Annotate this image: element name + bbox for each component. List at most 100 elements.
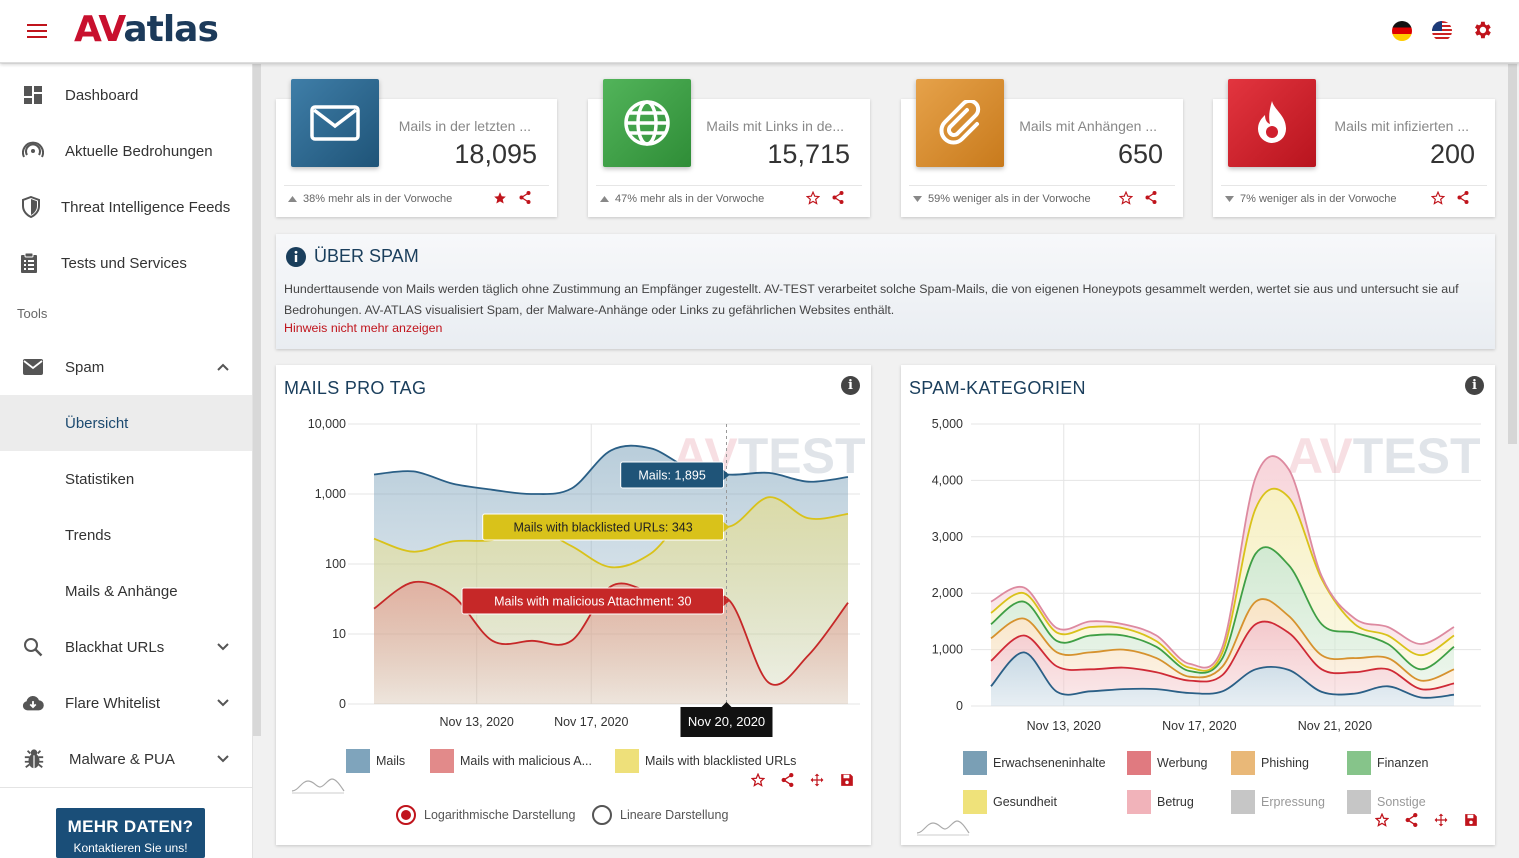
legend-sonstige[interactable]: Sonstige <box>1347 790 1426 814</box>
sidebar-subitem-attachments[interactable]: Mails & Anhänge <box>0 563 252 619</box>
sidebar-subitem-statistics[interactable]: Statistiken <box>0 451 252 507</box>
info-title-text: ÜBER SPAM <box>314 246 419 266</box>
legend-gesundheit[interactable]: Gesundheit <box>963 790 1057 814</box>
sidebar-item-label: Dashboard <box>65 86 139 104</box>
series-line-phishing <box>990 598 1455 682</box>
legend-erpressung[interactable]: Erpressung <box>1231 790 1325 814</box>
star-outline-icon[interactable] <box>1431 191 1445 205</box>
dismiss-hint-link[interactable]: Hinweis nicht mehr anzeigen <box>284 321 443 335</box>
globe-icon <box>603 79 691 167</box>
stat-trend: 59% weniger als in der Vorwoche <box>913 193 1091 205</box>
star-outline-icon[interactable] <box>806 191 820 205</box>
legend-werbung[interactable]: Werbung <box>1127 751 1208 775</box>
legend-betrug[interactable]: Betrug <box>1127 790 1194 814</box>
tooltip-arrow <box>723 522 730 532</box>
more-data-title: MEHR DATEN? <box>67 817 194 836</box>
sidebar-item-dashboard[interactable]: Dashboard <box>0 67 252 123</box>
tooltip-arrow <box>723 470 730 480</box>
sidebar-item-flare-whitelist[interactable]: Flare Whitelist <box>0 675 252 731</box>
search-icon <box>22 636 44 658</box>
star-outline-icon[interactable] <box>1375 813 1389 827</box>
series-line-werbung <box>990 620 1455 691</box>
share-icon[interactable] <box>781 773 794 787</box>
sidebar-item-blackhat-urls[interactable]: Blackhat URLs <box>0 619 252 675</box>
legend-swatch <box>1127 790 1151 814</box>
app-logo[interactable]: AVatlas <box>74 9 219 50</box>
radio-log-scale[interactable]: Logarithmische Darstellung <box>396 805 575 825</box>
x-tick-label: Nov 13, 2020 <box>1027 719 1101 733</box>
star-outline-icon[interactable] <box>751 773 765 787</box>
mountain-chart-icon <box>916 820 970 836</box>
star-icon[interactable] <box>493 191 507 205</box>
y-tick-label: 0 <box>956 699 963 713</box>
sidebar-item-spam[interactable]: Spam <box>0 339 252 395</box>
legend-swatch <box>1347 790 1371 814</box>
info-text: Hunderttausende von Mails werden täglich… <box>284 279 1465 321</box>
bug-icon <box>23 748 45 770</box>
sidebar-item-malware-pua[interactable]: Malware & PUA <box>0 731 252 787</box>
legend-erwachseneninhalte[interactable]: Erwachseneninhalte <box>963 751 1106 775</box>
sidebar-subitem-label: Statistiken <box>65 470 135 488</box>
stat-trend: 38% mehr als in der Vorwoche <box>288 193 452 205</box>
legend-blacklisted-urls[interactable]: Mails with blacklisted URLs <box>615 749 796 773</box>
trend-down-icon <box>913 196 922 202</box>
sidebar-subitem-overview[interactable]: Übersicht <box>0 395 252 451</box>
move-icon[interactable] <box>1434 813 1448 827</box>
share-icon[interactable] <box>1405 813 1418 827</box>
clipboard-icon <box>18 252 40 274</box>
german-flag-icon[interactable] <box>1392 21 1412 41</box>
legend-malicious-attachment[interactable]: Mails with malicious A... <box>430 749 592 773</box>
legend-swatch <box>1231 751 1255 775</box>
mail-icon <box>291 79 379 167</box>
stat-label: Mails mit Links in de... <box>706 118 844 134</box>
legend-label: Mails with malicious A... <box>460 754 592 768</box>
gear-icon[interactable] <box>1471 19 1493 46</box>
more-data-button[interactable]: MEHR DATEN? Kontaktieren Sie uns! <box>56 808 205 858</box>
main-scrollbar[interactable] <box>1508 64 1517 444</box>
area-mails-with-malicious-attachment <box>374 581 848 704</box>
share-icon[interactable] <box>832 191 844 204</box>
legend-swatch <box>963 751 987 775</box>
stat-divider <box>284 185 549 186</box>
sidebar-item-threats[interactable]: Aktuelle Bedrohungen <box>0 123 252 179</box>
chart-info-icon[interactable]: i <box>1465 376 1484 395</box>
menu-icon[interactable] <box>27 24 47 38</box>
sidebar-scrollbar[interactable] <box>253 64 261 736</box>
sidebar-item-label: Malware & PUA <box>69 750 175 768</box>
stat-trend: 7% weniger als in der Vorwoche <box>1225 193 1397 205</box>
legend-mails[interactable]: Mails <box>346 749 405 773</box>
share-icon[interactable] <box>1145 191 1157 204</box>
legend-label: Werbung <box>1157 756 1208 770</box>
legend-label: Finanzen <box>1377 756 1429 770</box>
more-data-subtitle: Kontaktieren Sie uns! <box>73 841 188 855</box>
radio-linear-scale[interactable]: Lineare Darstellung <box>592 805 728 825</box>
chart-info-icon[interactable]: i <box>841 376 860 395</box>
sidebar-divider <box>0 787 252 788</box>
stat-value: 15,715 <box>767 139 850 169</box>
tooltip-text: Mails with blacklisted URLs: 343 <box>513 521 692 535</box>
cloud-download-icon <box>22 692 44 714</box>
legend-phishing[interactable]: Phishing <box>1231 751 1309 775</box>
us-flag-icon[interactable] <box>1432 21 1452 41</box>
sidebar-item-feeds[interactable]: Threat Intelligence Feeds <box>0 179 252 235</box>
star-outline-icon[interactable] <box>1119 191 1133 205</box>
sidebar-subitem-trends[interactable]: Trends <box>0 507 252 563</box>
y-tick-label: 10,000 <box>308 417 346 431</box>
move-icon[interactable] <box>810 773 824 787</box>
sidebar-item-tests[interactable]: Tests und Services <box>0 235 252 291</box>
share-icon[interactable] <box>519 191 531 204</box>
legend-label: Mails with blacklisted URLs <box>645 754 797 768</box>
legend-label: Gesundheit <box>993 795 1057 809</box>
save-icon[interactable] <box>1464 813 1478 827</box>
flame-icon <box>1228 79 1316 167</box>
area-phishing <box>991 599 1454 690</box>
share-icon[interactable] <box>1457 191 1469 204</box>
area-erwachseneninhalte <box>991 652 1454 706</box>
stat-card-links: Mails mit Links in de... 15,715 47% mehr… <box>588 79 870 217</box>
spam-categories-card: SPAM-KATEGORIEN i 5,000 4,000 3,000 2,000 1,… <box>901 365 1495 845</box>
save-icon[interactable] <box>840 773 854 787</box>
legend-finanzen[interactable]: Finanzen <box>1347 751 1428 775</box>
legend-label: Erwachseneninhalte <box>993 756 1106 770</box>
spam-categories-chart[interactable]: 5,000 4,000 3,000 2,000 1,000 0 Nov 13, 2020 No… <box>901 405 1495 785</box>
